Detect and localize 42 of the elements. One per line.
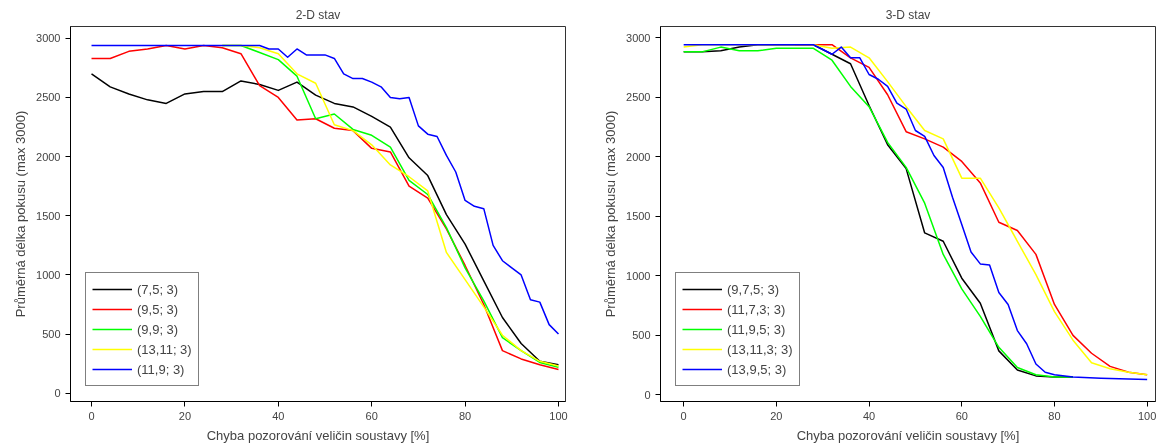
chart-title: 2-D stav <box>295 7 341 22</box>
y-tick-label: 1500 <box>36 209 61 222</box>
legend-label: (9,9; 3) <box>137 321 179 337</box>
y-tick-label: 0 <box>54 387 61 400</box>
x-tick-label: 100 <box>1137 409 1157 422</box>
legend-label: (11,9,5; 3) <box>727 321 786 337</box>
x-axis-title: Chyba pozorování veličin soustavy [%] <box>206 427 430 443</box>
x-tick-label: 20 <box>178 409 192 422</box>
legend-label: (9,7,5; 3) <box>727 281 780 297</box>
y-axis-title: Průměrná délka pokusu (max 3000) <box>13 110 29 318</box>
x-tick-label: 0 <box>680 409 687 422</box>
y-axis-title: Průměrná délka pokusu (max 3000) <box>603 110 619 318</box>
x-tick-label: 20 <box>770 409 783 422</box>
x-tick-label: 40 <box>272 409 285 422</box>
legend-label: (11,7,3; 3) <box>727 301 786 317</box>
y-tick-label: 2000 <box>626 150 651 163</box>
legend-label: (13,9,5; 3) <box>727 361 787 377</box>
x-tick-label: 0 <box>88 409 95 422</box>
x-tick-label: 80 <box>458 409 472 422</box>
y-tick-label: 2500 <box>626 91 651 104</box>
x-axis-title: Chyba pozorování veličin soustavy [%] <box>796 427 1020 443</box>
x-tick-label: 100 <box>549 409 568 422</box>
y-tick-label: 500 <box>42 328 61 341</box>
x-tick-label: 80 <box>1048 409 1061 422</box>
legend-label: (13,11; 3) <box>137 341 192 357</box>
y-tick-label: 1000 <box>36 268 61 281</box>
x-tick-label: 40 <box>862 409 876 422</box>
y-tick-label: 3000 <box>626 31 651 44</box>
x-tick-label: 60 <box>955 409 968 422</box>
y-tick-label: 500 <box>632 329 651 342</box>
x-tick-label: 60 <box>365 409 378 422</box>
legend-label: (11,9; 3) <box>137 361 185 377</box>
y-tick-label: 3000 <box>36 32 61 45</box>
legend-label: (9,5; 3) <box>137 301 179 317</box>
y-tick-label: 2500 <box>36 91 61 104</box>
legend-label: (13,11,3; 3) <box>727 341 793 357</box>
legend-label: (7,5; 3) <box>137 281 179 297</box>
y-tick-label: 0 <box>644 388 651 401</box>
y-tick-label: 1000 <box>626 269 651 282</box>
y-tick-label: 2000 <box>36 150 61 163</box>
y-tick-label: 1500 <box>626 210 651 223</box>
chart-title: 3-D stav <box>885 7 931 22</box>
